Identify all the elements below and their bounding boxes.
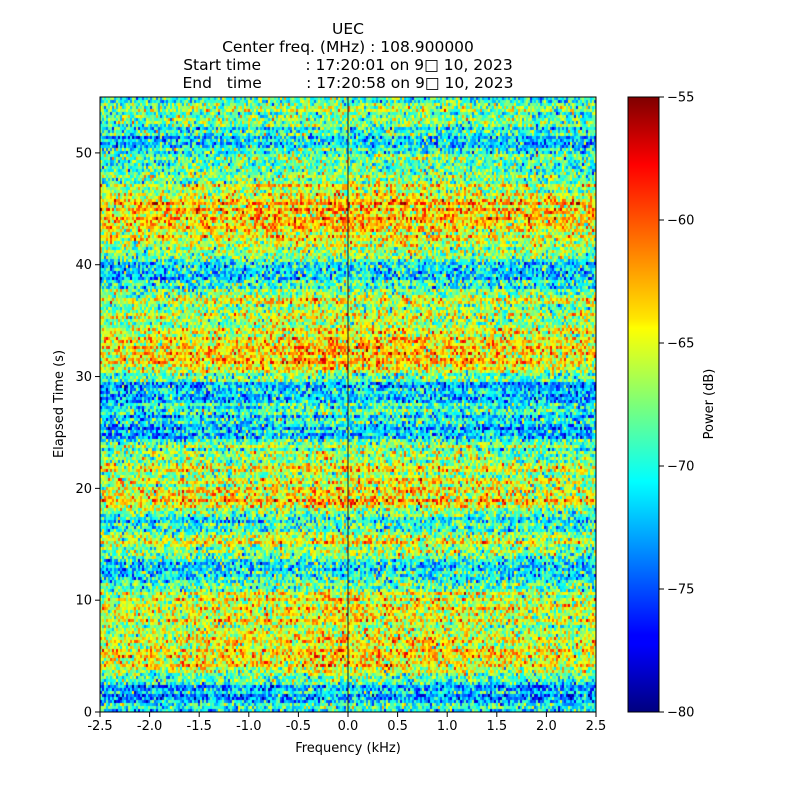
x-tick-label: 0.5 bbox=[387, 719, 408, 734]
x-tick-label: -1.0 bbox=[236, 719, 261, 734]
y-axis-label: Elapsed Time (s) bbox=[52, 350, 67, 458]
x-tick-label: 1.5 bbox=[486, 719, 507, 734]
x-axis-label: Frequency (kHz) bbox=[295, 741, 401, 756]
colorbar-tick-label: −75 bbox=[667, 583, 694, 598]
x-axis: -2.5 -2.0 -1.5 -1.0 -0.5 0.0 0.5 1.0 1.5 2.0 2.5 bbox=[87, 712, 606, 734]
x-tick-label: -2.0 bbox=[137, 719, 162, 734]
y-axis: 0 10 20 30 40 50 bbox=[75, 146, 100, 721]
y-tick-label: 10 bbox=[75, 594, 92, 609]
y-tick-label: 40 bbox=[75, 258, 92, 273]
colorbar-tick-label: −55 bbox=[667, 91, 694, 106]
chart-title: UEC bbox=[332, 20, 364, 38]
y-tick-label: 20 bbox=[75, 482, 92, 497]
colorbar-tick-label: −70 bbox=[667, 460, 694, 475]
start-time-line: Start time : 17:20:01 on 9□ 10, 2023 bbox=[183, 56, 513, 74]
x-tick-label: -2.5 bbox=[87, 719, 112, 734]
colorbar-tick-label: −80 bbox=[667, 706, 694, 721]
colorbar-label: Power (dB) bbox=[702, 369, 717, 440]
end-time-line: End time : 17:20:58 on 9□ 10, 2023 bbox=[182, 74, 514, 92]
center-freq-line: Center freq. (MHz) : 108.900000 bbox=[222, 38, 474, 56]
x-tick-label: 0.0 bbox=[338, 719, 359, 734]
y-tick-label: 0 bbox=[84, 706, 92, 721]
chart-title-block: UEC Center freq. (MHz) : 108.900000 Star… bbox=[98, 20, 598, 92]
x-tick-label: -1.5 bbox=[187, 719, 212, 734]
x-tick-label: 1.0 bbox=[437, 719, 458, 734]
colorbar-axis: −80 −75 −70 −65 −60 −55 bbox=[659, 91, 694, 721]
y-tick-label: 30 bbox=[75, 370, 92, 385]
colorbar bbox=[627, 96, 660, 713]
colorbar-tick-label: −60 bbox=[667, 214, 694, 229]
x-tick-label: 2.0 bbox=[536, 719, 557, 734]
y-tick-label: 50 bbox=[75, 146, 92, 161]
colorbar-tick-label: −65 bbox=[667, 337, 694, 352]
x-tick-label: -0.5 bbox=[286, 719, 311, 734]
x-tick-label: 2.5 bbox=[586, 719, 607, 734]
